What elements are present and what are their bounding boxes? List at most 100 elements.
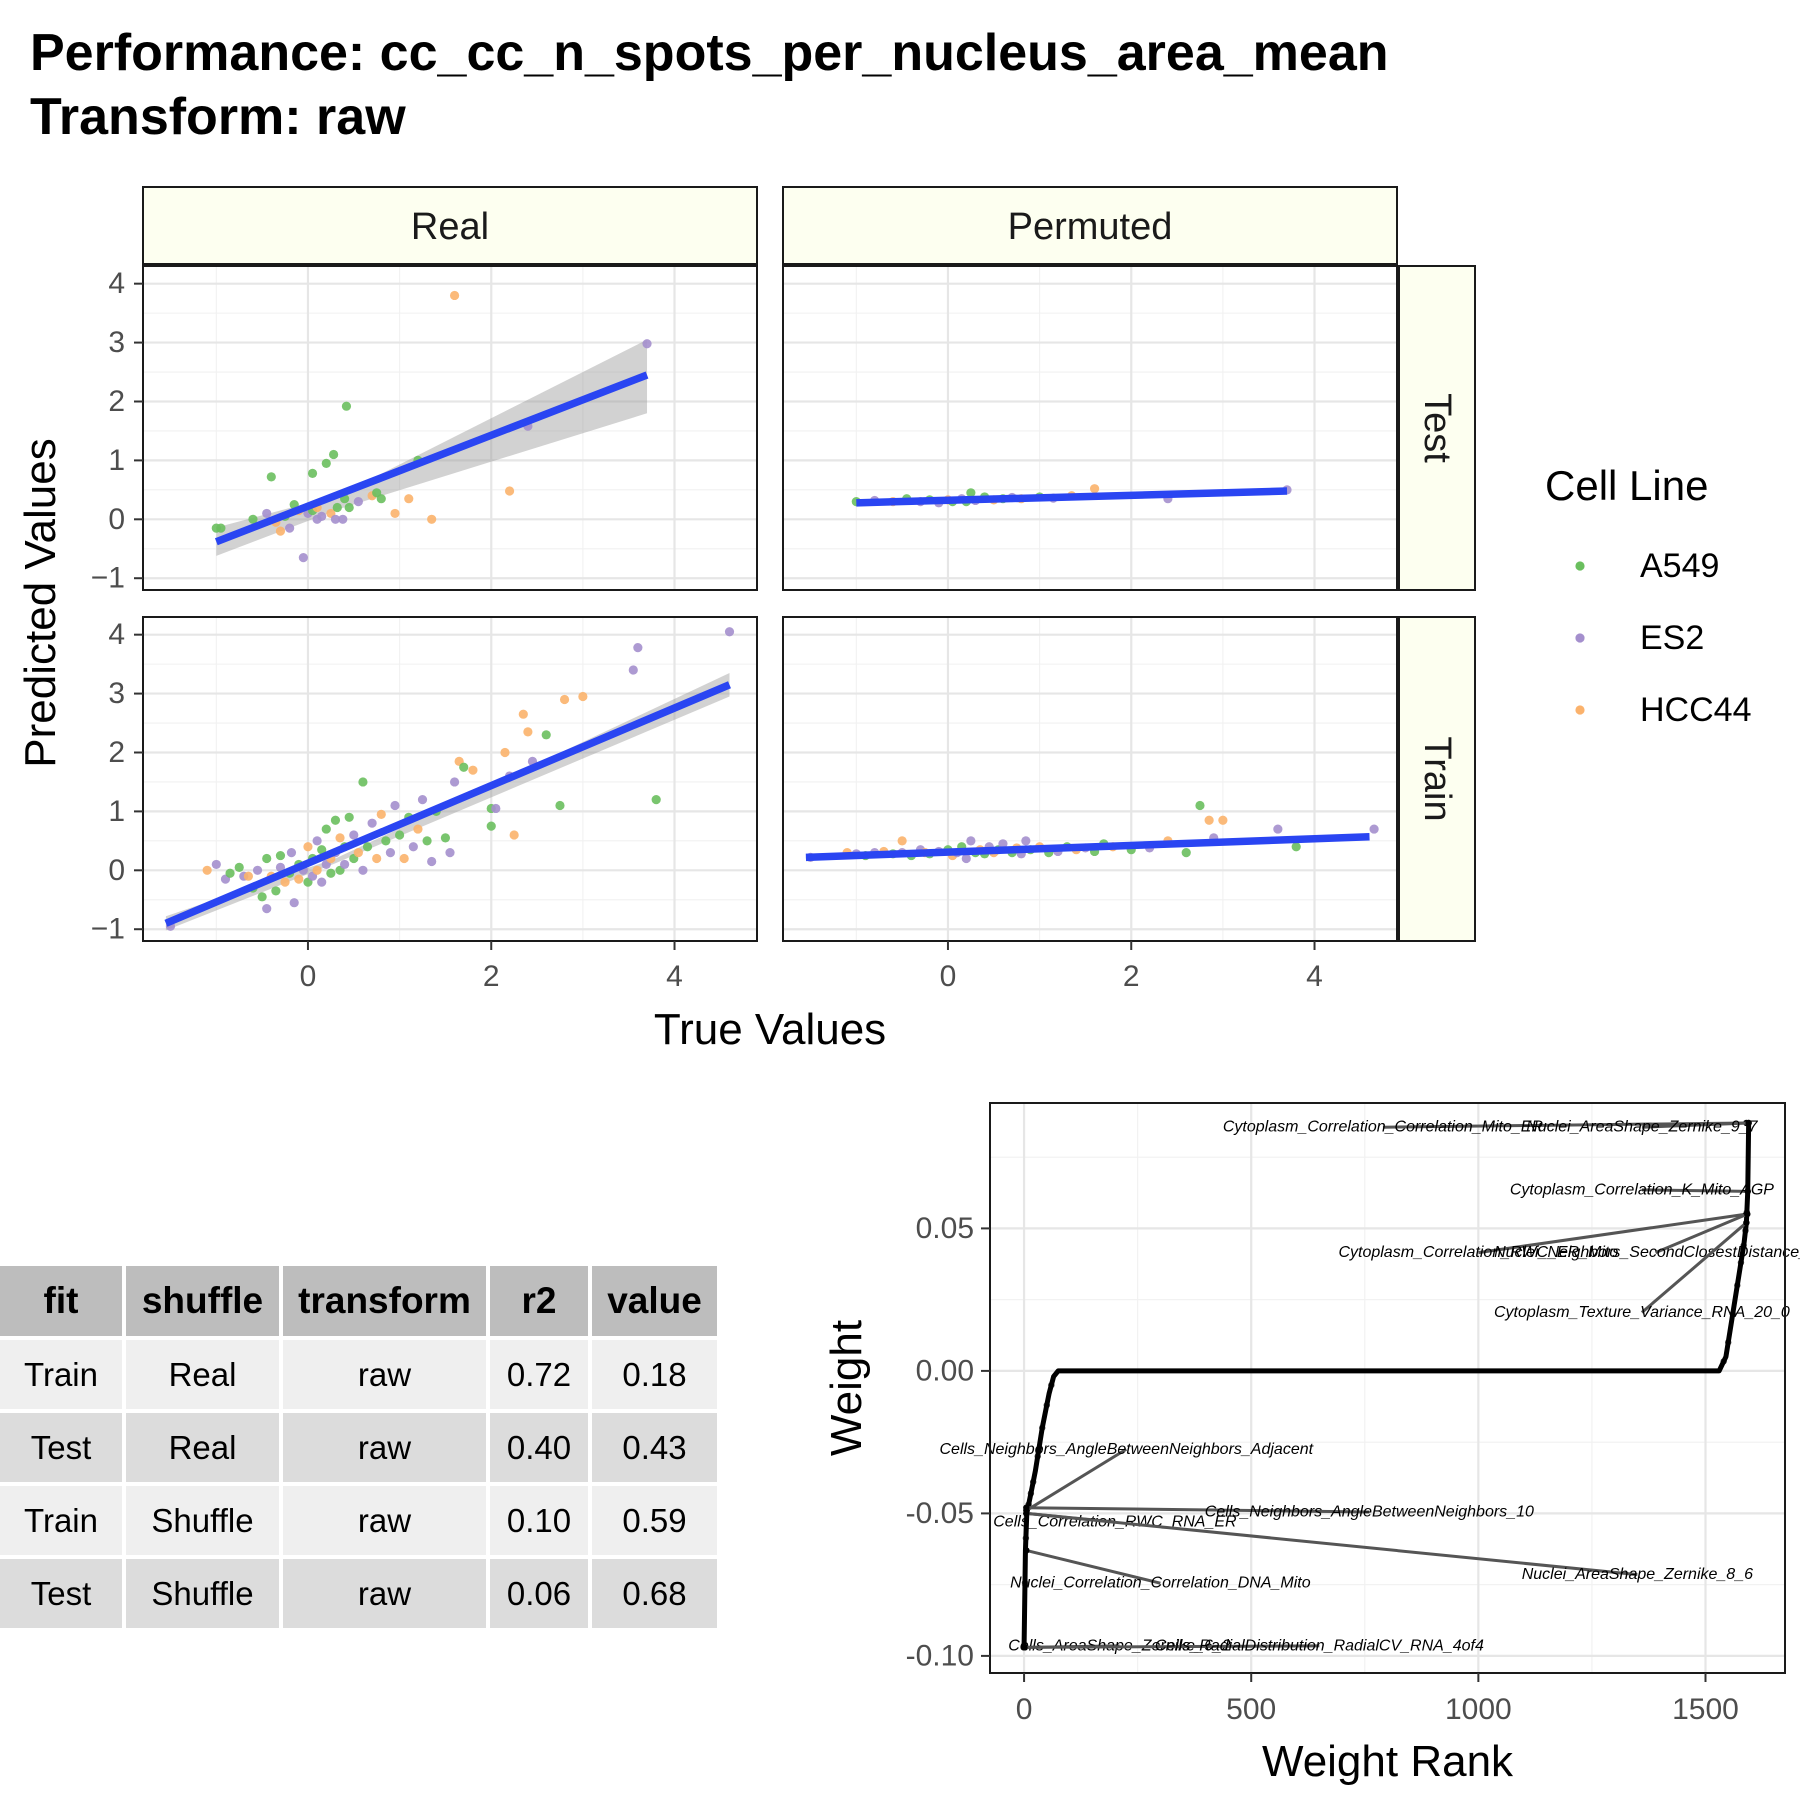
data-point-hcc44 — [390, 508, 400, 519]
data-point-es2 — [317, 877, 327, 887]
data-point-a549 — [1181, 848, 1191, 858]
facet-panel-test-real — [142, 265, 758, 591]
data-point-es2 — [385, 848, 396, 858]
data-point-hcc44 — [335, 833, 345, 843]
x-tick-label: 0 — [1016, 1693, 1033, 1726]
data-point-hcc44 — [294, 874, 304, 884]
data-point-hcc44 — [275, 526, 286, 536]
y-tick-label: 1 — [108, 444, 125, 477]
table-row: Train Real raw 0.72 0.18 — [0, 1340, 717, 1409]
table-cell: 0.59 — [592, 1486, 717, 1555]
y-axis-title: Weight — [822, 1320, 871, 1456]
data-point-hcc44 — [1089, 484, 1100, 494]
y-tick-label: 0 — [108, 503, 125, 536]
data-point-hcc44 — [449, 290, 460, 301]
data-point-hcc44 — [578, 691, 588, 702]
facet-strip-test — [1398, 265, 1476, 591]
y-tick-label: 2 — [108, 385, 125, 418]
data-point-es2 — [961, 853, 971, 864]
table-cell: 0.43 — [592, 1413, 717, 1482]
facet-strip-train — [1398, 616, 1476, 942]
annotation-leader — [1382, 1121, 1747, 1129]
table-cell: 0.68 — [592, 1559, 717, 1628]
weight-point — [1737, 1259, 1745, 1266]
data-point-hcc44 — [372, 853, 382, 864]
table-cell: 0.40 — [490, 1413, 588, 1482]
data-point-a549 — [358, 777, 368, 787]
weight-point — [1734, 1282, 1741, 1289]
legend-label-hcc44: HCC44 — [1640, 691, 1751, 729]
feature-label: Cytoplasm_Texture_Variance_RNA_20_0 — [1494, 1304, 1790, 1321]
table-cell: Real — [126, 1413, 279, 1482]
data-point-es2 — [330, 514, 341, 524]
data-point-a549 — [381, 836, 391, 846]
weight-point — [1034, 1453, 1041, 1460]
facet-strip-label: Train — [1416, 736, 1458, 821]
table-cell: raw — [283, 1486, 486, 1555]
panel-background — [990, 1103, 1785, 1673]
data-point-a549 — [262, 853, 272, 864]
data-point-a549 — [362, 842, 373, 852]
regression-line — [805, 832, 1370, 862]
y-tick-label: -0.10 — [906, 1639, 974, 1672]
panel-border — [782, 265, 1398, 591]
weight-point — [1048, 1381, 1055, 1389]
facet-performance-chart: Real Permuted Test Train −1 0 1 2 3 4 −1 0 1 2 3 4 0 2 4 0 2… — [16, 186, 1751, 1054]
table-row: Train Shuffle raw 0.10 0.59 — [0, 1486, 717, 1555]
feature-label: Nuclei_AreaShape_Zernike_9_7 — [1526, 1119, 1758, 1136]
data-point-es2 — [286, 848, 297, 858]
data-point-a549 — [225, 868, 235, 878]
data-point-a549 — [394, 830, 405, 840]
data-point-es2 — [633, 643, 643, 653]
data-point-a549 — [266, 472, 276, 482]
data-point-es2 — [349, 830, 359, 840]
weight-point — [1742, 1227, 1749, 1234]
data-point-a549 — [541, 730, 551, 740]
table-cell: raw — [283, 1340, 486, 1409]
legend-key-es2 — [1575, 633, 1585, 643]
data-point-es2 — [338, 514, 348, 524]
data-point-a549 — [555, 800, 565, 811]
data-point-a549 — [966, 488, 976, 498]
weight-point — [1725, 1339, 1732, 1346]
data-point-hcc44 — [468, 765, 478, 775]
data-point-es2 — [966, 836, 976, 846]
table-cell: Train — [0, 1340, 122, 1409]
x-tick-label: 1500 — [1672, 1693, 1739, 1726]
data-point-a549 — [332, 502, 342, 513]
y-tick-label: −1 — [91, 562, 125, 595]
table-header-transform: transform — [283, 1266, 486, 1336]
y-tick-label: −1 — [91, 913, 125, 946]
weight-rank-chart: Cytoplasm_Correlation_Correlation_Mito_E… — [822, 1102, 1800, 1786]
data-point-a549 — [271, 886, 281, 896]
feature-label: Nuclei_Neighbors_SecondClosestDistance_2 — [1494, 1244, 1800, 1261]
data-point-hcc44 — [897, 836, 907, 846]
panel-border — [989, 1102, 1786, 1674]
legend-label-es2: ES2 — [1640, 619, 1704, 657]
feature-label: Cytoplasm_Correlation_K_Mito_AGP — [1510, 1181, 1774, 1198]
y-tick-label: -0.05 — [906, 1497, 974, 1530]
feature-label: Nuclei_Correlation_Correlation_DNA_Mito — [1010, 1575, 1311, 1592]
annotated-point — [1743, 1219, 1750, 1226]
table-row: Test Real raw 0.40 0.43 — [0, 1413, 717, 1482]
table-cell: Test — [0, 1413, 122, 1482]
table-cell: raw — [283, 1559, 486, 1628]
data-point-a549 — [321, 824, 331, 834]
table-header-row: fit shuffle transform r2 value — [0, 1266, 717, 1336]
data-point-hcc44 — [353, 848, 363, 858]
y-tick-label: 1 — [108, 795, 125, 828]
data-point-hcc44 — [523, 727, 533, 737]
annotated-point — [1744, 1210, 1751, 1218]
data-point-hcc44 — [399, 853, 409, 864]
y-tick-label: 4 — [108, 267, 125, 300]
weight-point — [1043, 1401, 1050, 1409]
facet-strip-label: Real — [411, 206, 489, 248]
data-point-es2 — [353, 497, 363, 507]
data-point-a549 — [344, 502, 354, 513]
data-point-hcc44 — [243, 871, 253, 881]
y-axis-title: Predicted Values — [16, 438, 65, 767]
data-point-a549 — [422, 836, 432, 846]
data-point-hcc44 — [1204, 815, 1214, 825]
panel-background — [783, 266, 1397, 590]
